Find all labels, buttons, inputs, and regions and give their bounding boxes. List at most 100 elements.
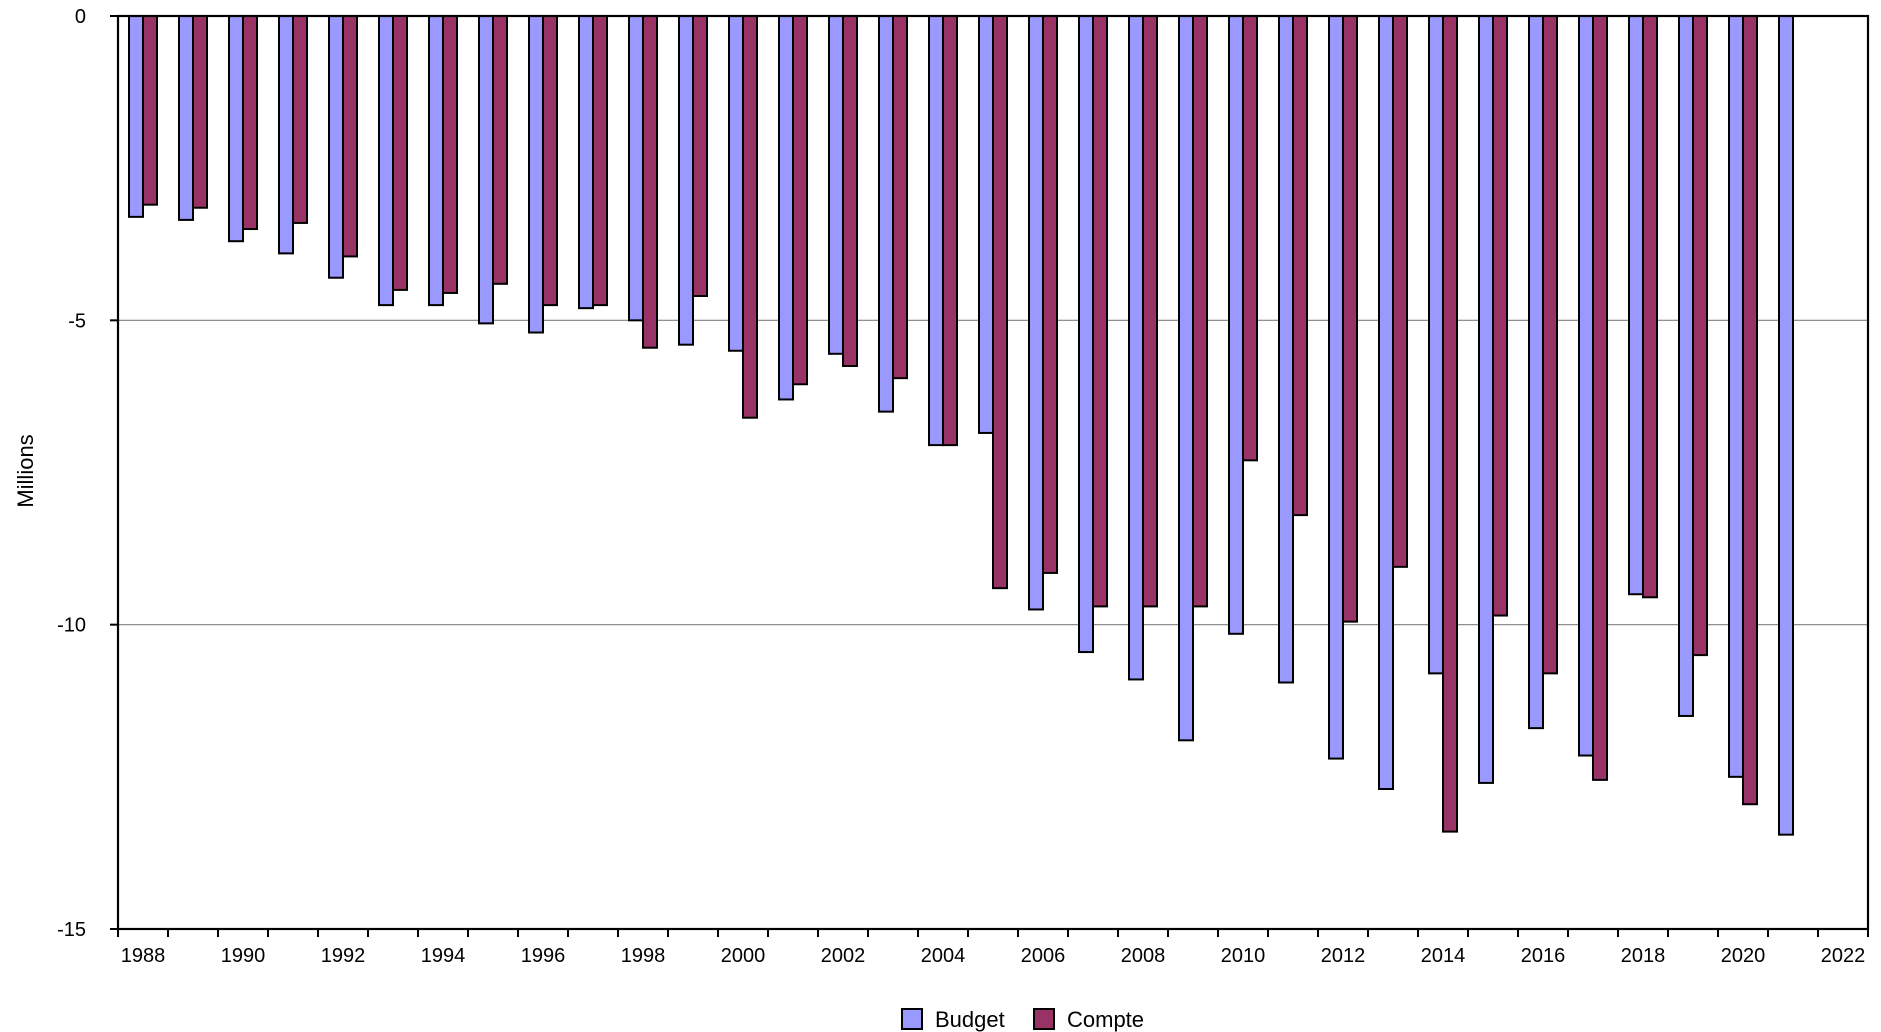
bar-compte-1991 <box>292 15 308 224</box>
bar-budget-1992 <box>328 15 344 279</box>
bar-budget-2014 <box>1428 15 1444 675</box>
bar-budget-1989 <box>178 15 194 221</box>
bar-compte-1997 <box>592 15 608 307</box>
bar-budget-1991 <box>278 15 294 255</box>
bar-budget-2006 <box>1028 15 1044 611</box>
y-tick-label: -15 <box>57 919 86 941</box>
bar-compte-2001 <box>792 15 808 386</box>
bar-budget-2017 <box>1578 15 1594 757</box>
legend-swatch-compte <box>1033 1008 1055 1030</box>
x-tick-label: 2012 <box>1321 945 1366 967</box>
x-tick-label: 2000 <box>721 945 766 967</box>
bar-compte-2007 <box>1092 15 1108 608</box>
bar-budget-2015 <box>1478 15 1494 784</box>
bar-budget-2012 <box>1328 15 1344 760</box>
legend-label-compte: Compte <box>1067 1007 1144 1032</box>
bar-compte-1999 <box>692 15 708 297</box>
bar-compte-2018 <box>1642 15 1658 599</box>
bar-budget-2007 <box>1078 15 1094 654</box>
bar-budget-2016 <box>1528 15 1544 730</box>
bar-budget-2010 <box>1228 15 1244 635</box>
bar-compte-2019 <box>1692 15 1708 657</box>
bar-compte-2000 <box>742 15 758 419</box>
bar-budget-2011 <box>1278 15 1294 684</box>
bar-budget-1999 <box>678 15 694 346</box>
bar-compte-1992 <box>342 15 358 258</box>
bar-budget-2021 <box>1778 15 1794 836</box>
x-tick-label: 2016 <box>1521 945 1566 967</box>
bars <box>128 15 1794 836</box>
bar-budget-1997 <box>578 15 594 310</box>
y-tick-label: 0 <box>75 6 86 28</box>
bar-budget-2018 <box>1628 15 1644 596</box>
bar-compte-2014 <box>1442 15 1458 833</box>
y-tick-label: -10 <box>57 615 86 637</box>
bar-budget-1993 <box>378 15 394 307</box>
bar-budget-1995 <box>478 15 494 325</box>
bar-budget-2005 <box>978 15 994 434</box>
bar-compte-1988 <box>142 15 158 206</box>
bar-compte-1994 <box>442 15 458 294</box>
x-tick-label: 2014 <box>1421 945 1466 967</box>
x-tick-label: 1988 <box>121 945 166 967</box>
x-tick-label: 1990 <box>221 945 266 967</box>
bar-compte-2013 <box>1392 15 1408 568</box>
x-tick-label: 1996 <box>521 945 566 967</box>
plot-area-border <box>116 14 1870 931</box>
legend-swatch-budget <box>901 1008 923 1030</box>
bar-budget-1998 <box>628 15 644 322</box>
y-tick-labels: 0 -5 -10 -15 <box>57 6 86 941</box>
y-tick-label: -5 <box>68 310 86 332</box>
bar-budget-2000 <box>728 15 744 352</box>
x-tick-label: 1992 <box>321 945 366 967</box>
bar-compte-2015 <box>1492 15 1508 617</box>
bar-compte-1989 <box>192 15 208 209</box>
bar-budget-1996 <box>528 15 544 334</box>
x-tick-label: 2022 <box>1821 945 1866 967</box>
bar-compte-2003 <box>892 15 908 380</box>
bar-compte-2004 <box>942 15 958 447</box>
bar-compte-2017 <box>1592 15 1608 781</box>
bar-budget-1988 <box>128 15 144 218</box>
bar-compte-2006 <box>1042 15 1058 574</box>
bar-compte-1996 <box>542 15 558 307</box>
bar-budget-2013 <box>1378 15 1394 791</box>
x-tick-labels: 1988 1990 1992 1994 1996 1998 2000 2002 2004 2006… <box>121 945 1866 967</box>
bar-budget-2020 <box>1728 15 1744 778</box>
x-tick-label: 1994 <box>421 945 466 967</box>
bar-compte-2005 <box>992 15 1008 590</box>
bar-compte-1995 <box>492 15 508 285</box>
axes <box>110 14 1870 937</box>
bar-budget-2003 <box>878 15 894 413</box>
bar-compte-2020 <box>1742 15 1758 806</box>
bar-budget-2001 <box>778 15 794 401</box>
bar-compte-2016 <box>1542 15 1558 675</box>
x-tick-label: 2020 <box>1721 945 1766 967</box>
bar-budget-2019 <box>1678 15 1694 717</box>
bar-compte-2012 <box>1342 15 1358 623</box>
bar-compte-2011 <box>1292 15 1308 517</box>
x-tick-label: 2006 <box>1021 945 1066 967</box>
bar-budget-2009 <box>1178 15 1194 742</box>
x-tick-label: 2018 <box>1621 945 1666 967</box>
bar-compte-2002 <box>842 15 858 367</box>
bar-compte-1990 <box>242 15 258 231</box>
bar-budget-1994 <box>428 15 444 307</box>
bar-budget-2004 <box>928 15 944 447</box>
bar-compte-2009 <box>1192 15 1208 608</box>
x-tick-label: 2004 <box>921 945 966 967</box>
bar-budget-2008 <box>1128 15 1144 681</box>
x-tick-label: 1998 <box>621 945 666 967</box>
bar-compte-2010 <box>1242 15 1258 462</box>
bar-budget-2002 <box>828 15 844 355</box>
x-tick-label: 2002 <box>821 945 866 967</box>
bar-compte-2008 <box>1142 15 1158 608</box>
bar-compte-1993 <box>392 15 408 291</box>
x-tick-label: 2010 <box>1221 945 1266 967</box>
bar-compte-1998 <box>642 15 658 349</box>
bar-budget-1990 <box>228 15 244 243</box>
legend-label-budget: Budget <box>935 1007 1005 1032</box>
y-axis-label: Millions <box>13 434 38 507</box>
legend: Budget Compte <box>901 1007 1144 1032</box>
